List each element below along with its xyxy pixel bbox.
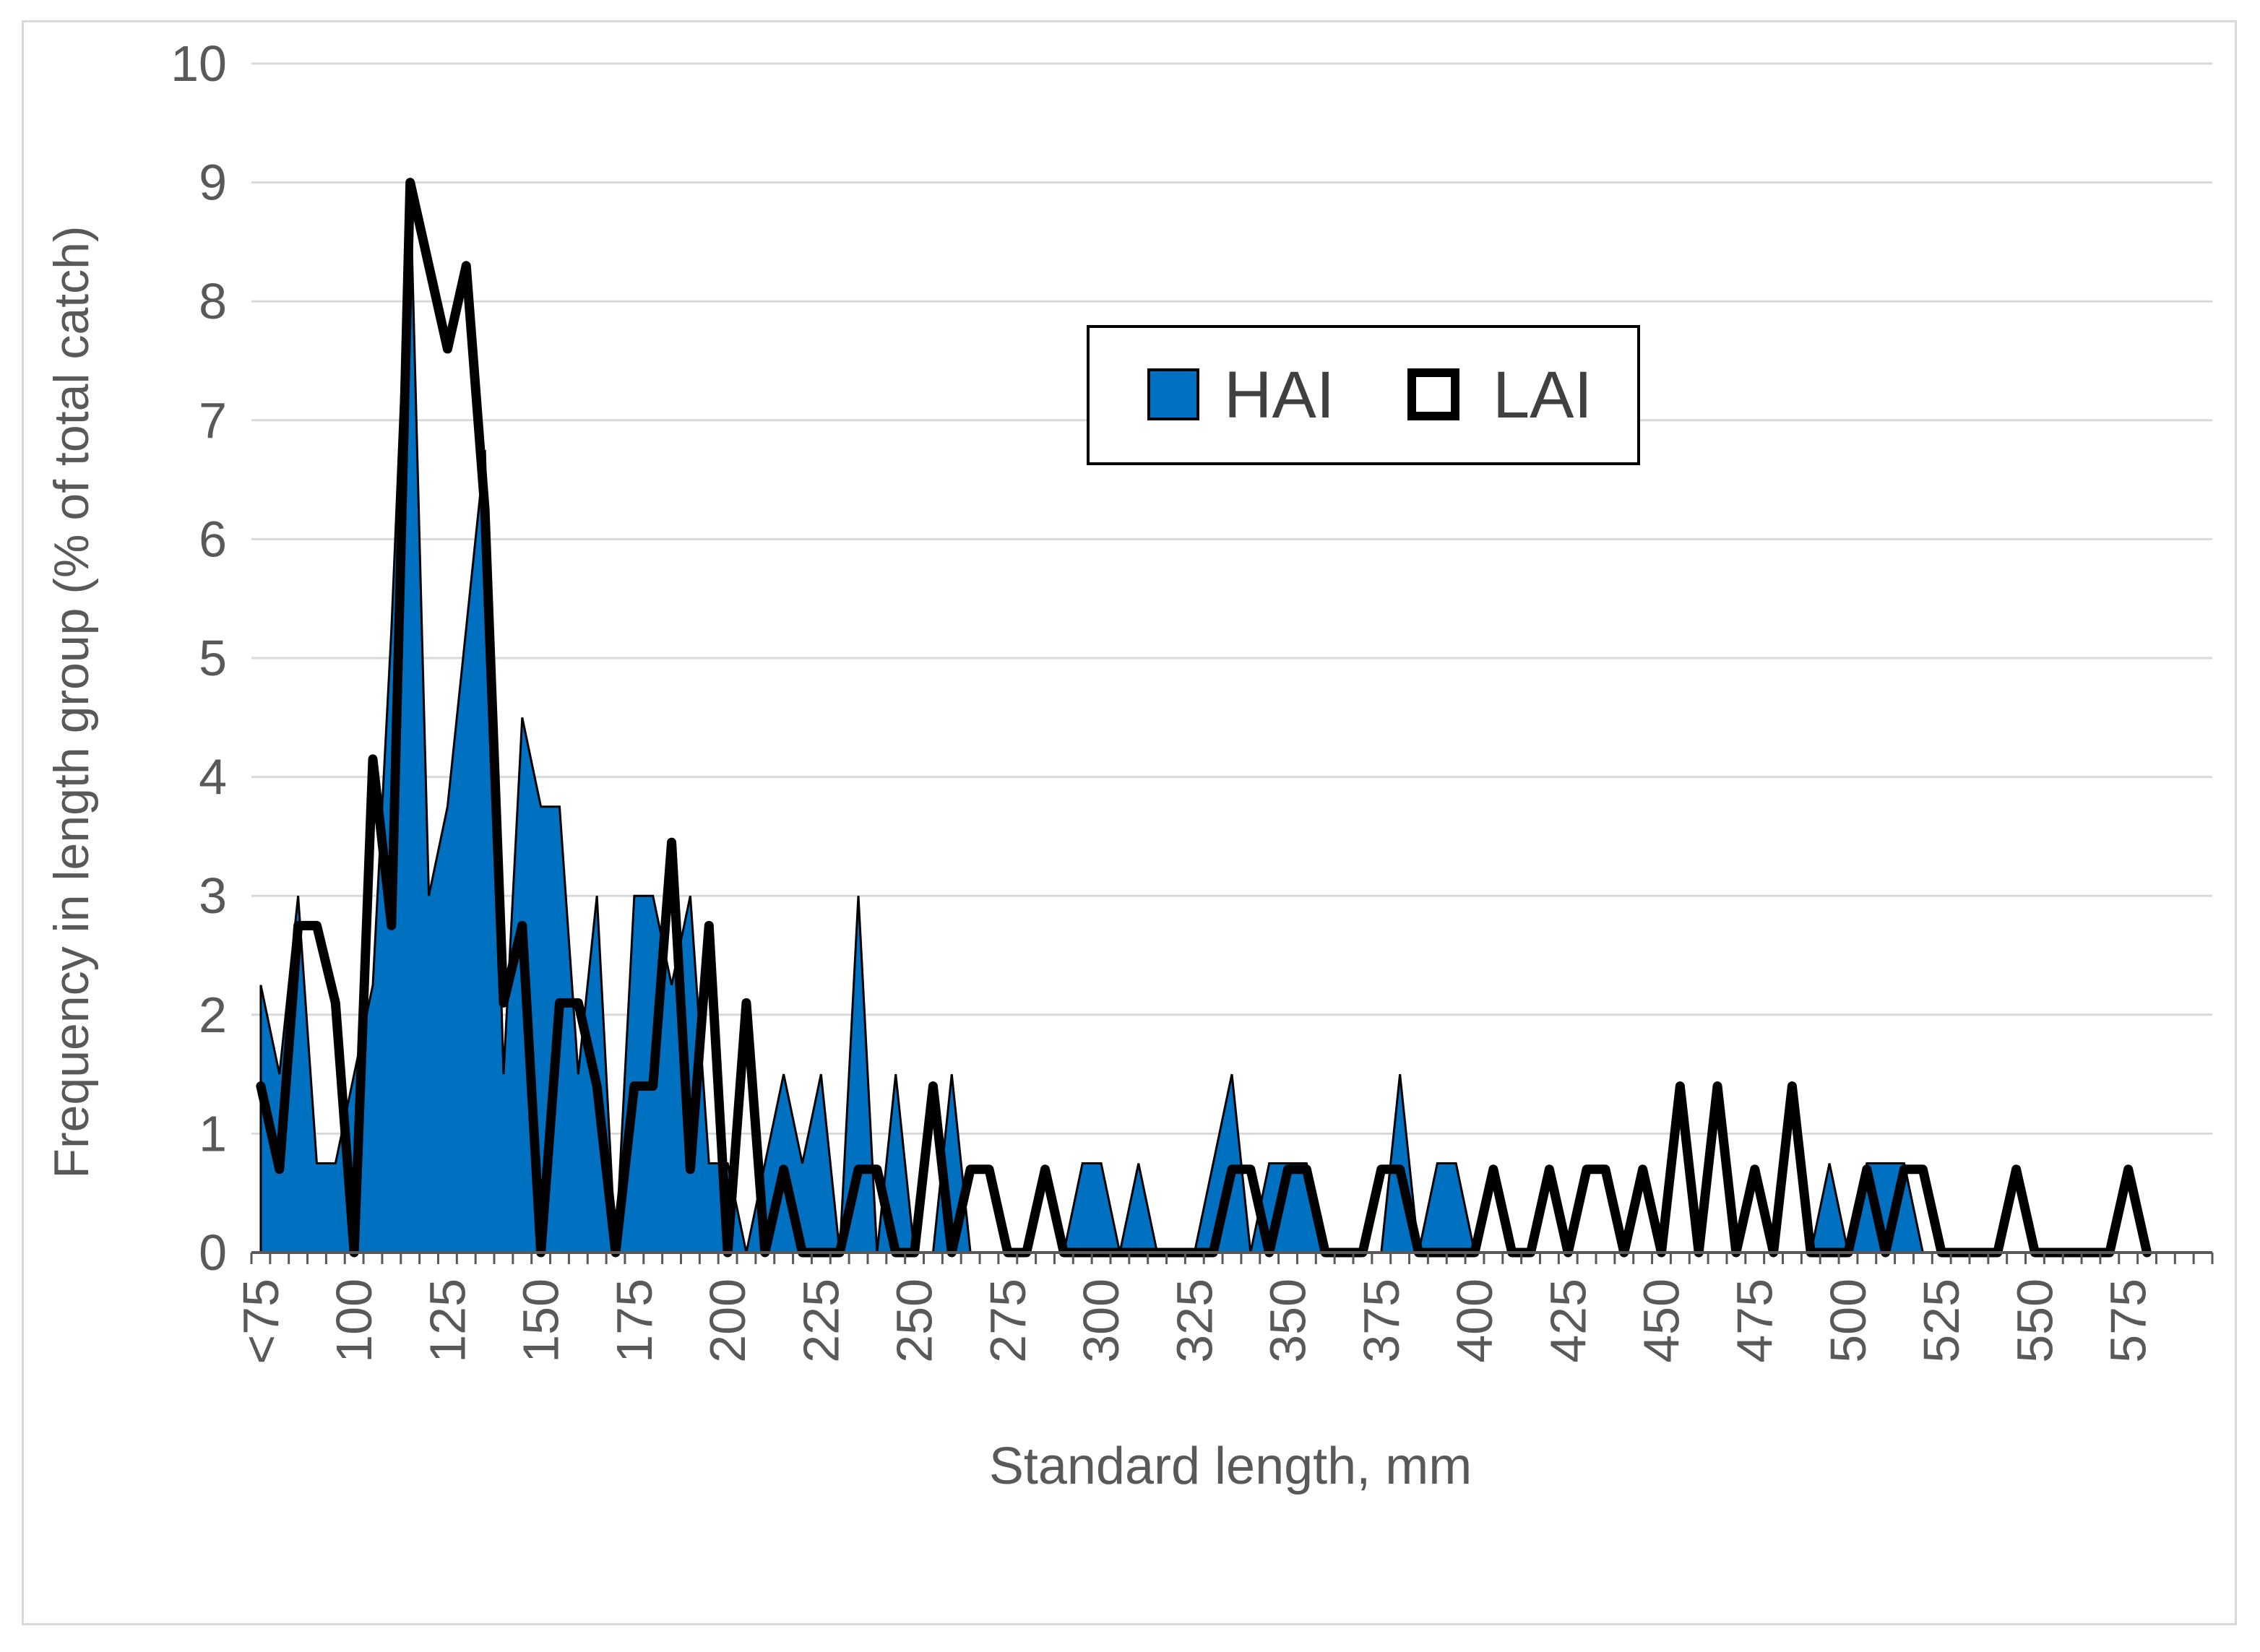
y-tick-label: 10	[171, 35, 227, 92]
x-tick-label: 425	[1540, 1279, 1596, 1363]
y-tick-label: 3	[199, 868, 227, 924]
y-tick-label: 8	[199, 273, 227, 329]
y-tick-label: 0	[199, 1224, 227, 1281]
x-tick-labels: <75 100 125 150 175 200 225 250 275 300 325 350 375 4…	[233, 1279, 2157, 1365]
legend-label-lai: LAI	[1493, 358, 1592, 432]
x-tick-label: 225	[793, 1279, 849, 1363]
chart-border	[22, 20, 2237, 1625]
y-tick-label: 1	[199, 1105, 227, 1162]
legend-swatch-hai	[1147, 368, 1199, 420]
x-tick-label: 475	[1727, 1279, 1783, 1363]
y-tick-label: 5	[199, 630, 227, 686]
y-tick-label: 2	[199, 987, 227, 1043]
axes	[250, 1251, 2214, 1264]
legend-label-hai: HAI	[1224, 358, 1334, 432]
x-tick-label: 575	[2100, 1279, 2157, 1363]
y-tick-labels: 0 1 2 3 4 5 6 7 8 9 10	[171, 35, 227, 1281]
y-tick-label: 6	[199, 511, 227, 567]
x-tick-label: 175	[606, 1279, 663, 1363]
x-tick-label: 550	[2006, 1279, 2063, 1363]
x-tick-label: 250	[887, 1279, 943, 1363]
x-tick-label: 375	[1353, 1279, 1410, 1363]
x-tick-label: 150	[513, 1279, 569, 1363]
x-axis-title: Standard length, mm	[989, 1437, 1472, 1495]
y-axis-title: Frequency in length group (% of total ca…	[44, 225, 99, 1178]
y-tick-label: 9	[199, 155, 227, 211]
x-tick-label: 500	[1820, 1279, 1876, 1363]
y-tick-label: 7	[199, 392, 227, 449]
x-tick-label: 450	[1633, 1279, 1689, 1363]
x-tick-label: 300	[1073, 1279, 1129, 1363]
legend: HAI LAI	[1087, 325, 1640, 465]
x-tick-label: 400	[1446, 1279, 1503, 1363]
x-tick-label: <75	[233, 1279, 289, 1365]
legend-swatch-lai	[1407, 368, 1459, 420]
x-tick-label: 200	[699, 1279, 756, 1363]
x-tick-label: 125	[419, 1279, 475, 1363]
y-tick-label: 4	[199, 749, 227, 805]
x-tick-label: 525	[1913, 1279, 1970, 1363]
x-tick-label: 275	[980, 1279, 1036, 1363]
x-tick-label: 350	[1260, 1279, 1316, 1363]
x-tick-label: 325	[1166, 1279, 1222, 1363]
x-tick-label: 100	[326, 1279, 382, 1363]
